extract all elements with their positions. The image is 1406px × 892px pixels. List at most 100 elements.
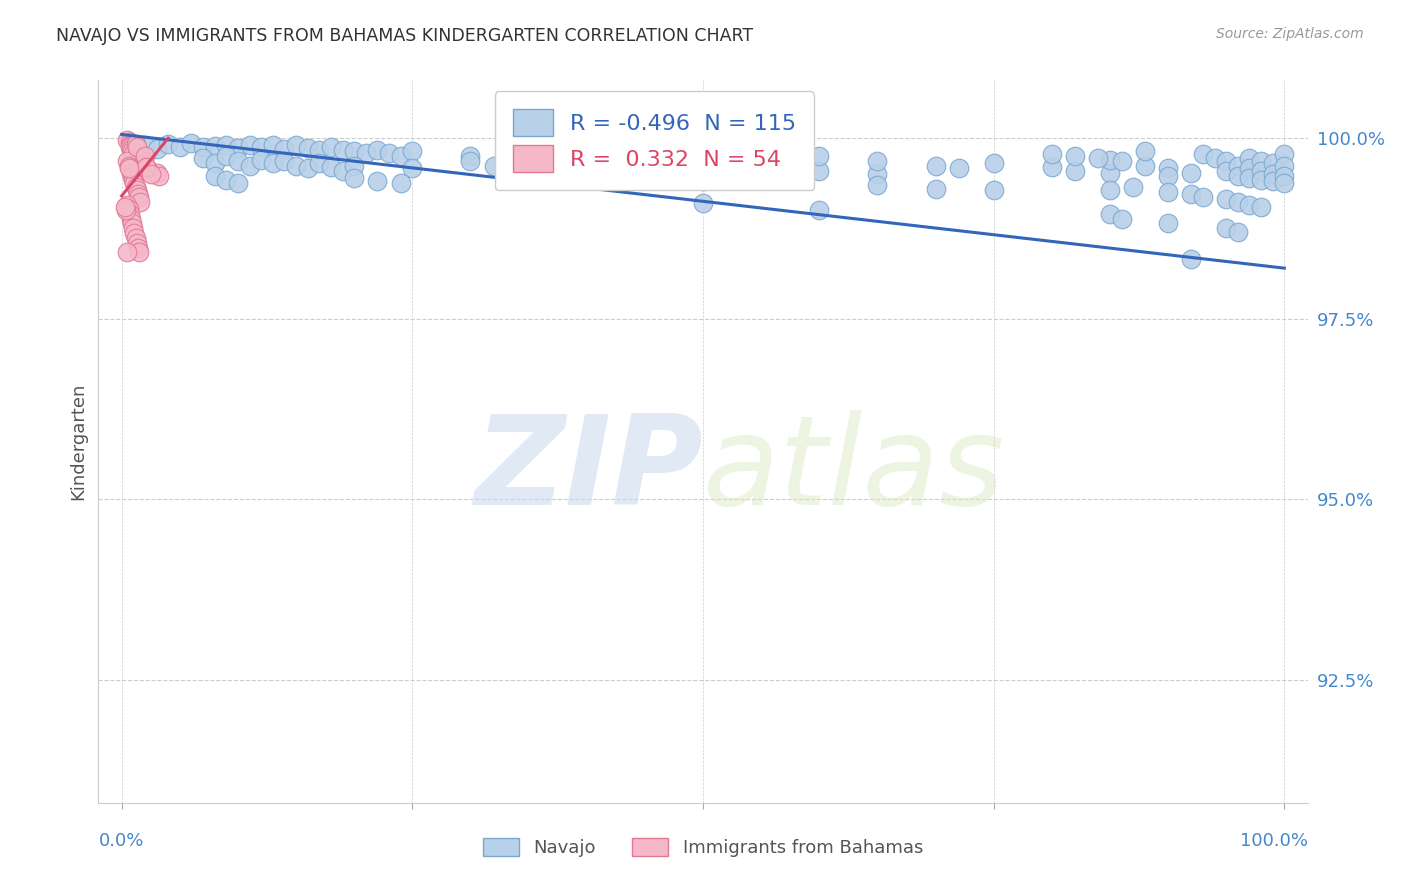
Point: [1239, 170, 1261, 185]
Point: [1098, 166, 1121, 180]
Point: [157, 136, 180, 151]
Point: [1098, 153, 1121, 167]
Point: [122, 147, 145, 161]
Point: [129, 151, 152, 165]
Point: [401, 144, 423, 158]
Point: [1098, 207, 1121, 221]
Point: [124, 142, 146, 156]
Text: 0.0%: 0.0%: [98, 831, 143, 850]
Point: [215, 149, 238, 163]
Point: [125, 183, 148, 197]
Point: [139, 167, 162, 181]
Point: [1157, 186, 1180, 200]
Point: [297, 161, 319, 176]
Point: [401, 161, 423, 176]
Point: [191, 140, 214, 154]
Point: [1250, 200, 1272, 214]
Point: [134, 149, 156, 163]
Text: ZIP: ZIP: [474, 410, 703, 531]
Point: [250, 140, 273, 154]
Point: [135, 160, 157, 174]
Point: [239, 138, 262, 153]
Point: [1239, 161, 1261, 176]
Point: [1157, 216, 1180, 230]
Point: [191, 151, 214, 165]
Point: [924, 159, 946, 173]
Point: [354, 146, 377, 161]
Point: [866, 178, 889, 192]
Point: [1226, 169, 1249, 183]
Point: [117, 245, 139, 260]
Point: [120, 212, 142, 227]
Point: [1040, 147, 1063, 161]
Point: [1180, 166, 1202, 180]
Point: [319, 140, 342, 154]
Point: [145, 166, 167, 180]
Point: [122, 173, 145, 187]
Point: [983, 183, 1005, 197]
Point: [866, 167, 889, 181]
Point: [1180, 187, 1202, 202]
Point: [121, 169, 143, 183]
Point: [136, 161, 159, 176]
Point: [285, 138, 308, 153]
Point: [121, 138, 143, 153]
Point: [226, 141, 249, 155]
Point: [118, 140, 141, 154]
Point: [124, 136, 146, 151]
Point: [125, 145, 148, 160]
Point: [1239, 197, 1261, 211]
Point: [273, 142, 295, 156]
Point: [285, 159, 308, 173]
Point: [180, 136, 202, 150]
Point: [118, 161, 141, 176]
Point: [378, 145, 401, 160]
Point: [948, 161, 970, 176]
Point: [366, 143, 388, 157]
Text: atlas: atlas: [703, 410, 1005, 531]
Point: [273, 154, 295, 169]
Point: [1261, 174, 1284, 188]
Point: [692, 160, 714, 174]
Point: [148, 169, 170, 183]
Point: [1204, 151, 1226, 165]
Point: [114, 200, 136, 214]
Point: [239, 159, 262, 173]
Point: [1226, 159, 1249, 173]
Point: [204, 156, 226, 170]
Point: [343, 144, 366, 158]
Point: [482, 159, 505, 173]
Point: [1215, 193, 1237, 207]
Point: [634, 156, 657, 170]
Point: [983, 156, 1005, 170]
Point: [1098, 183, 1121, 197]
Point: [494, 161, 516, 176]
Point: [308, 156, 330, 170]
Point: [117, 132, 139, 146]
Point: [132, 156, 155, 170]
Point: [121, 216, 143, 230]
Point: [1261, 156, 1284, 170]
Point: [692, 196, 714, 211]
Point: [127, 241, 149, 255]
Point: [131, 154, 153, 169]
Point: [117, 197, 139, 211]
Point: [1250, 163, 1272, 178]
Point: [125, 235, 148, 250]
Point: [128, 149, 150, 163]
Point: [204, 139, 226, 153]
Point: [1133, 159, 1156, 173]
Point: [1250, 173, 1272, 187]
Point: [1261, 167, 1284, 181]
Point: [124, 227, 146, 241]
Point: [215, 137, 238, 152]
Point: [1272, 159, 1295, 173]
Point: [389, 149, 412, 163]
Point: [1111, 212, 1133, 227]
Point: [1215, 221, 1237, 235]
Point: [924, 181, 946, 195]
Point: [124, 176, 146, 190]
Point: [124, 144, 146, 158]
Point: [128, 245, 150, 260]
Point: [749, 161, 772, 176]
